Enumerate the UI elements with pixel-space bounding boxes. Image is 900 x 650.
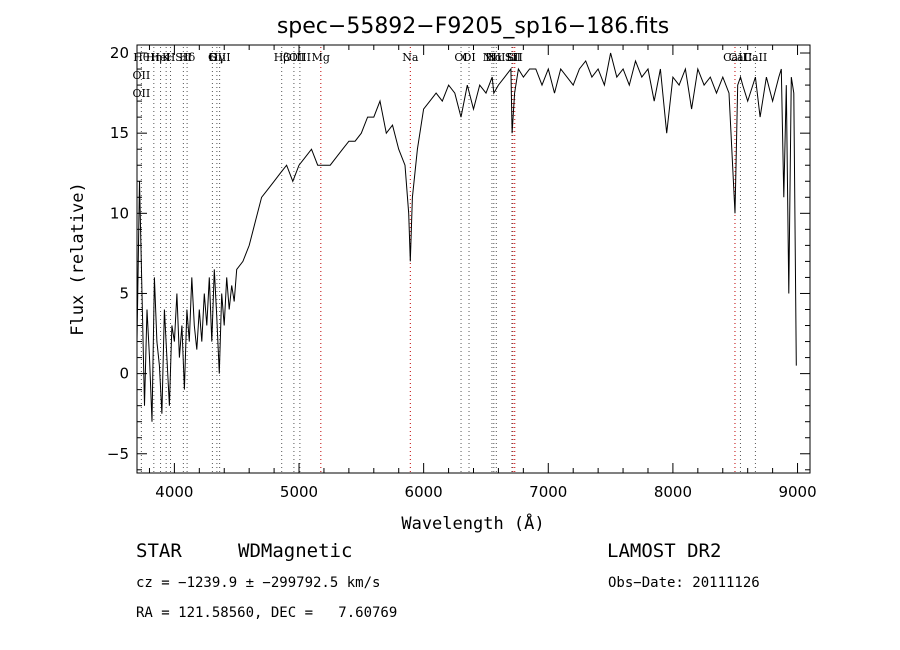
spectral-line-label: SII: [505, 51, 521, 64]
y-tick-label: 5: [119, 284, 129, 302]
spectral-line-label: Hα: [485, 51, 503, 64]
y-tick-label: 20: [110, 44, 129, 62]
y-axis-label: Flux (relative): [68, 182, 88, 336]
spectral-line-label: SII: [507, 51, 523, 64]
spectral-line-label: NII: [487, 51, 505, 64]
spectral-line-label: NII: [483, 51, 501, 64]
spectral-line-label: Hδ: [179, 51, 196, 64]
spectral-line-label: OIII: [209, 51, 231, 64]
x-tick-label: 9000: [778, 483, 816, 501]
x-tick-label: 7000: [529, 483, 567, 501]
chart-title: spec−55892−F9205_sp16−186.fits: [277, 14, 669, 39]
observation-date: Obs−Date: 20111126: [608, 575, 760, 591]
redshift-readout: cz = −1239.9 ± −299792.5 km/s: [136, 575, 381, 591]
sky-coordinates: RA = 121.58560, DEC = 7.60769: [136, 605, 398, 621]
y-tick-label: 10: [110, 204, 129, 222]
spectral-line-label: OII: [133, 87, 151, 100]
y-tick-label: −5: [107, 445, 129, 463]
x-axis: 4000 5000 6000 7000 8000 9000: [148, 45, 817, 501]
spectral-line-markers: [140, 47, 756, 472]
x-tick-label: 8000: [654, 483, 692, 501]
spectral-line-label: Na: [402, 51, 419, 64]
spectral-line-label: Mg: [312, 51, 330, 64]
x-tick-label: 4000: [155, 483, 193, 501]
spectral-line-label: G: [208, 51, 217, 64]
object-subclass: WDMagnetic: [238, 540, 353, 562]
object-class: STAR: [136, 540, 182, 562]
y-axis: −5 0 5 10 15 20: [107, 44, 810, 471]
survey-name: LAMOST DR2: [607, 540, 722, 562]
spectral-line-label: Hη: [146, 51, 162, 64]
spectral-line-label: HeI: [150, 51, 170, 64]
spectral-line-label: Hγ: [209, 51, 226, 64]
spectral-line-label: OIII: [289, 51, 311, 64]
spectral-line-label: CaII: [729, 51, 753, 64]
spectral-line-label: K: [162, 51, 171, 64]
spectral-line-label: OI: [454, 51, 467, 64]
spectral-line-label: Hβ: [274, 51, 290, 64]
spectral-line-label: SII: [175, 51, 191, 64]
spectral-line-label: CaII: [744, 51, 768, 64]
x-tick-label: 6000: [405, 483, 443, 501]
spectral-line-label: OI: [462, 51, 475, 64]
spectral-line-label: OII: [133, 69, 151, 82]
spectral-line-label: Li: [506, 51, 517, 64]
x-tick-label: 5000: [280, 483, 318, 501]
spectral-line-label: H: [166, 51, 176, 64]
y-tick-label: 15: [110, 124, 129, 142]
spectral-line-label: CaII: [723, 51, 747, 64]
spectrum-series-line: [136, 52, 797, 422]
x-axis-label: Wavelength (Å): [401, 512, 544, 534]
y-tick-label: 0: [119, 365, 129, 383]
